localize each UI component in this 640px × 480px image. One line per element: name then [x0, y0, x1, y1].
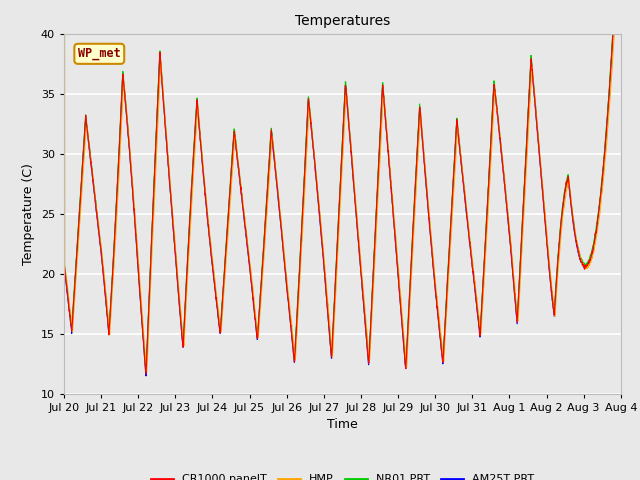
- CR1000 panelT: [568, 207, 575, 213]
- AM25T PRT: [359, 291, 367, 297]
- HMP: [216, 321, 223, 326]
- HMP: [505, 218, 513, 224]
- CR1000 panelT: [216, 324, 223, 330]
- NR01 PRT: [60, 258, 68, 264]
- CR1000 panelT: [504, 220, 512, 226]
- NR01 PRT: [504, 217, 512, 223]
- NR01 PRT: [216, 322, 223, 328]
- AM25T PRT: [216, 325, 223, 331]
- CR1000 panelT: [142, 372, 150, 377]
- Line: AM25T PRT: AM25T PRT: [64, 0, 621, 376]
- CR1000 panelT: [359, 288, 367, 293]
- Line: CR1000 panelT: CR1000 panelT: [64, 0, 621, 374]
- Title: Temperatures: Temperatures: [295, 14, 390, 28]
- Legend: CR1000 panelT, HMP, NR01 PRT, AM25T PRT: CR1000 panelT, HMP, NR01 PRT, AM25T PRT: [146, 470, 539, 480]
- AM25T PRT: [142, 373, 150, 379]
- HMP: [371, 254, 379, 260]
- HMP: [359, 283, 367, 289]
- AM25T PRT: [584, 263, 591, 269]
- CR1000 panelT: [60, 259, 68, 265]
- AM25T PRT: [371, 241, 379, 247]
- Line: NR01 PRT: NR01 PRT: [64, 0, 621, 371]
- NR01 PRT: [568, 205, 575, 211]
- NR01 PRT: [371, 239, 379, 245]
- CR1000 panelT: [371, 242, 379, 248]
- AM25T PRT: [504, 221, 512, 227]
- HMP: [568, 206, 576, 212]
- NR01 PRT: [359, 287, 367, 292]
- NR01 PRT: [142, 368, 150, 374]
- HMP: [584, 265, 591, 271]
- AM25T PRT: [568, 209, 575, 215]
- HMP: [143, 368, 150, 374]
- Text: WP_met: WP_met: [78, 48, 121, 60]
- NR01 PRT: [584, 260, 591, 265]
- Line: HMP: HMP: [64, 0, 621, 371]
- X-axis label: Time: Time: [327, 418, 358, 431]
- CR1000 panelT: [584, 263, 591, 268]
- AM25T PRT: [60, 262, 68, 268]
- Y-axis label: Temperature (C): Temperature (C): [22, 163, 35, 264]
